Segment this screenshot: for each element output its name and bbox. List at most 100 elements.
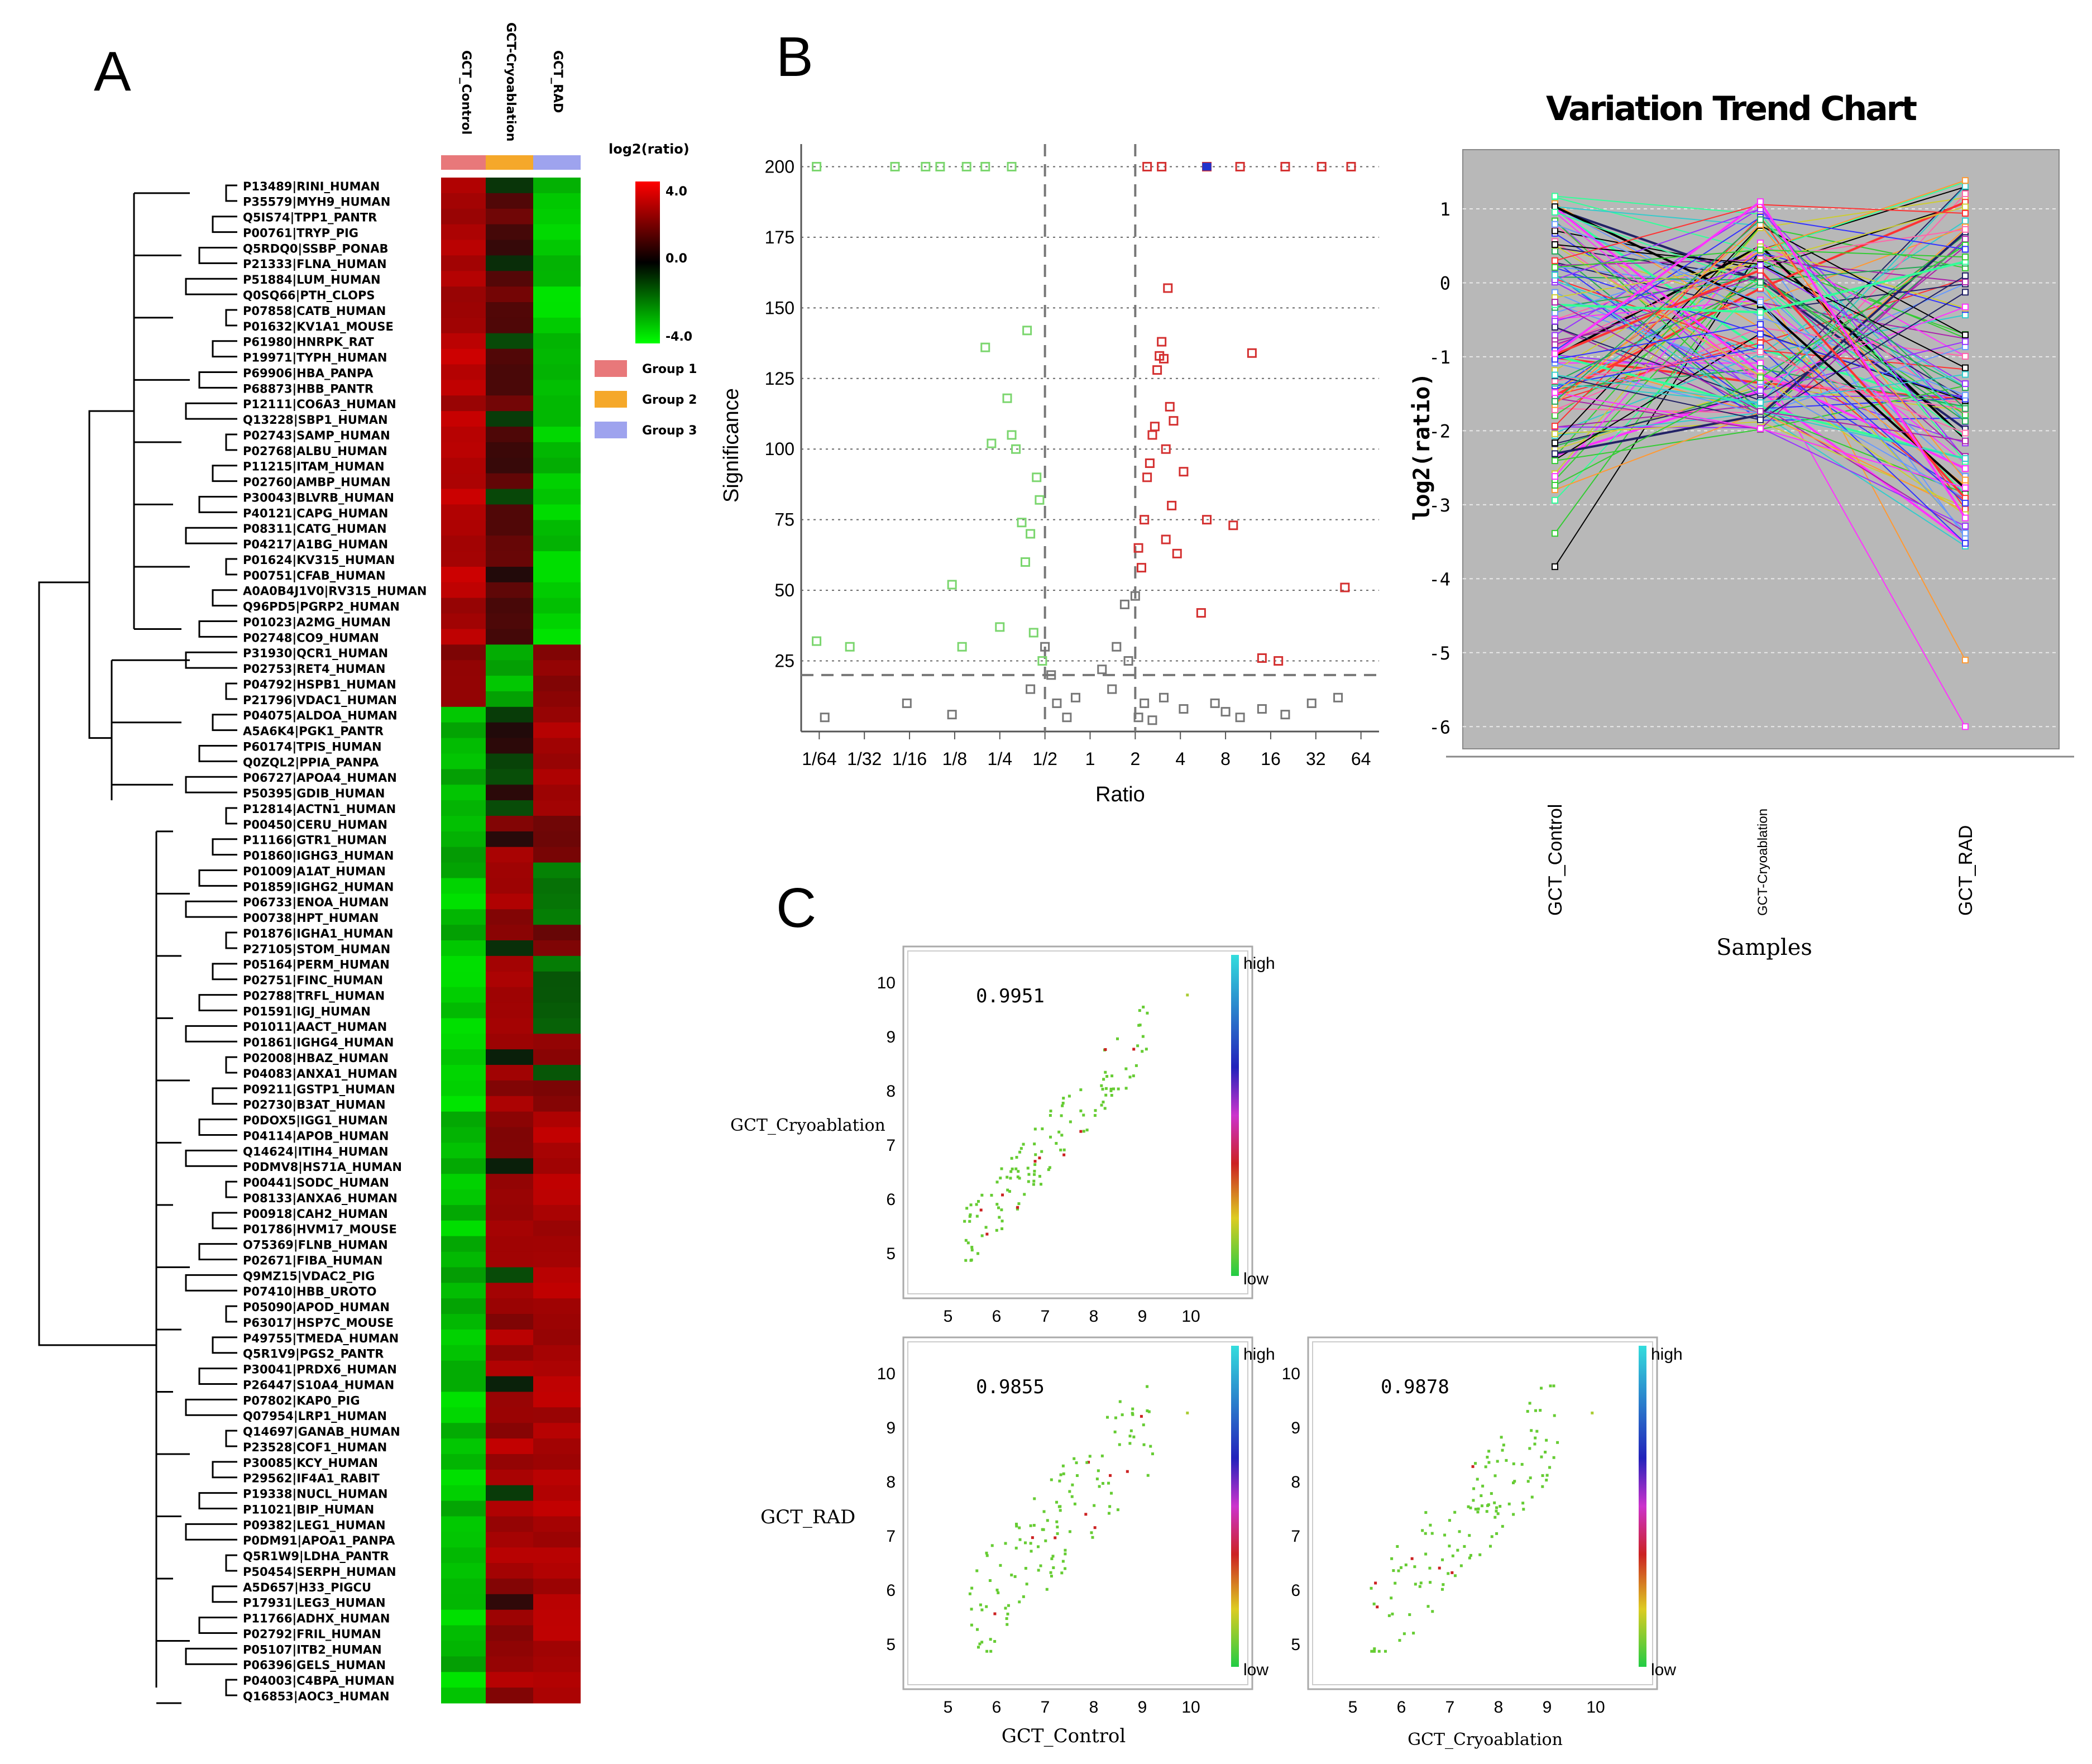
- volcano-point-down: [935, 161, 945, 171]
- dendrogram-branch: [198, 1243, 237, 1260]
- heatmap-cell: [441, 613, 487, 629]
- heatmap-cell: [441, 955, 487, 972]
- protein-label: P30043|BLVRB_HUMAN: [243, 491, 394, 505]
- heatmap-cell: [441, 504, 487, 520]
- heatmap-cell: [441, 1423, 487, 1439]
- heatmap-cell: [486, 1594, 533, 1610]
- heatmap-cell: [486, 473, 533, 490]
- trend-point: [1757, 399, 1764, 407]
- correlation-point: [976, 1199, 980, 1203]
- correlation-point: [1552, 1384, 1555, 1388]
- correlation-point: [1093, 1504, 1096, 1507]
- correlation-point: [1373, 1647, 1376, 1651]
- volcano-point-up: [1280, 161, 1290, 171]
- correlation-ytick: 5: [886, 1245, 896, 1263]
- correlation-xtick: 9: [1138, 1698, 1147, 1717]
- correlation-point: [1018, 1150, 1022, 1154]
- volcano-point-up: [1150, 422, 1160, 432]
- correlation-point: [1450, 1571, 1454, 1574]
- heatmap-cell: [486, 1127, 533, 1143]
- correlation-point: [1039, 1183, 1042, 1186]
- heatmap-cell: [441, 411, 487, 427]
- correlation-point: [1006, 1612, 1009, 1615]
- heatmap-cell: [533, 1469, 581, 1486]
- heatmap-cell: [441, 1127, 487, 1143]
- heatmap-cell: [486, 847, 533, 863]
- correlation-point: [1037, 1569, 1040, 1572]
- correlation-point: [1000, 1227, 1004, 1230]
- correlation-point: [985, 1232, 989, 1236]
- protein-label: P09382|LEG1_HUMAN: [243, 1518, 386, 1532]
- heatmap-cell: [533, 753, 581, 769]
- correlation-point: [1512, 1513, 1515, 1516]
- correlation-point: [1017, 1170, 1020, 1173]
- trend-ytick: 0: [1440, 273, 1450, 294]
- correlation-point: [1027, 1180, 1030, 1183]
- volcano-point-down: [980, 161, 990, 171]
- correlation-point: [1030, 1550, 1033, 1553]
- correlation-point: [1101, 1481, 1104, 1485]
- correlation-point: [1040, 1150, 1043, 1153]
- dendrogram-branch: [198, 869, 237, 887]
- scale-high-label: high: [1243, 954, 1275, 973]
- panel-label-c: C: [776, 877, 816, 939]
- heatmap-cell: [533, 1314, 581, 1330]
- volcano-xtick: 32: [1306, 749, 1326, 769]
- volcano-point-up: [1317, 161, 1327, 171]
- correlation-point: [1131, 1407, 1134, 1411]
- trend-point: [1962, 455, 1969, 462]
- volcano-point-down: [1032, 472, 1042, 482]
- dendrogram-branch: [225, 931, 237, 949]
- heatmap-cell: [441, 1220, 487, 1237]
- correlation-point: [1061, 1464, 1065, 1467]
- trend-point: [1962, 272, 1969, 279]
- trend-point: [1962, 278, 1969, 285]
- volcano-point-up: [1235, 161, 1245, 171]
- correlation-point: [1023, 1541, 1027, 1545]
- correlation-point: [1142, 1005, 1145, 1008]
- heatmap-cell: [486, 224, 533, 241]
- correlation-xtick: 7: [1041, 1307, 1050, 1326]
- protein-label: P12111|CO6A3_HUMAN: [243, 398, 396, 412]
- volcano-point-ns: [947, 710, 957, 720]
- correlation-point: [1095, 1478, 1099, 1481]
- heatmap-cell: [441, 1018, 487, 1034]
- correlation-point: [1404, 1563, 1408, 1566]
- heatmap-cell: [533, 1485, 581, 1502]
- volcano-point-down: [995, 622, 1005, 632]
- heatmap-cell: [533, 909, 581, 925]
- correlation-point: [979, 1603, 982, 1607]
- protein-label: P29562|IF4A1_RABIT: [243, 1472, 380, 1486]
- protein-label: P00918|CAH2_HUMAN: [243, 1207, 388, 1221]
- correlation-point: [1495, 1506, 1499, 1509]
- heatmap-cell: [441, 1204, 487, 1221]
- trend-point: [1962, 217, 1969, 224]
- protein-label: P13489|RINI_HUMAN: [243, 180, 380, 194]
- group-bar-3: [533, 155, 581, 170]
- correlation-point: [1033, 1163, 1037, 1167]
- trend-point: [1757, 298, 1764, 305]
- protein-label: P02748|CO9_HUMAN: [243, 631, 379, 645]
- volcano-panel: 25 50 75 100 125 150 175 200 1/64 1/32 1/16 1/8 1/4 1…: [720, 144, 1379, 806]
- correlation-ytick: 5: [1291, 1636, 1300, 1654]
- correlation-point: [1060, 1134, 1064, 1137]
- volcano-point-down: [812, 161, 822, 171]
- correlation-point: [1062, 1153, 1066, 1156]
- correlation-point: [1138, 1024, 1142, 1027]
- correlation-point: [1440, 1588, 1444, 1591]
- correlation-point: [1007, 1604, 1010, 1607]
- heatmap-cell: [533, 1127, 581, 1143]
- correlation-point: [1545, 1438, 1548, 1442]
- correlation-point: [1414, 1583, 1417, 1586]
- heatmap-cell: [533, 255, 581, 271]
- correlation-point: [1100, 1084, 1103, 1087]
- correlation-point: [1412, 1632, 1415, 1635]
- correlation-xtick: 7: [1445, 1698, 1455, 1717]
- heatmap-cell: [441, 255, 487, 271]
- correlation-point: [969, 1203, 973, 1207]
- heatmap-cell: [533, 1236, 581, 1253]
- protein-label: P27105|STOM_HUMAN: [243, 943, 390, 957]
- correlation-point: [1049, 1113, 1052, 1117]
- correlation-point: [1041, 1528, 1044, 1531]
